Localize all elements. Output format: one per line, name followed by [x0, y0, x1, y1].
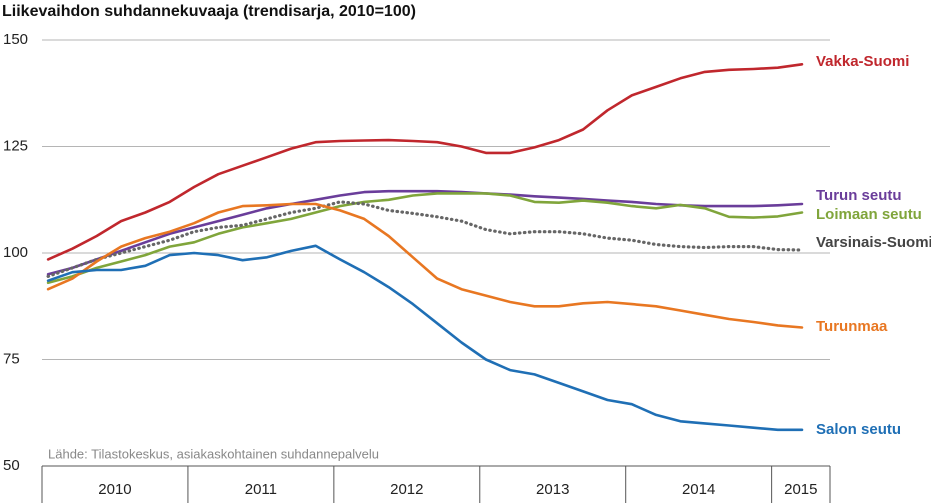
- y-tick-label: 50: [3, 457, 20, 474]
- x-tick-label: 2014: [682, 481, 715, 498]
- series-line: [46, 192, 804, 285]
- series-line: [46, 244, 804, 432]
- series-label: Salon seutu: [816, 421, 901, 438]
- x-tick-label: 2011: [245, 481, 277, 498]
- series-label: Vakka-Suomi: [816, 53, 909, 70]
- x-tick-label: 2010: [98, 481, 131, 498]
- x-tick-label: 2015: [784, 481, 817, 498]
- x-tick-label: 2012: [390, 481, 423, 498]
- series-label: Turunmaa: [816, 318, 888, 335]
- series-line: [46, 63, 804, 261]
- y-tick-label: 125: [3, 137, 28, 154]
- series-label: Varsinais-Suomi: [816, 234, 931, 251]
- series-label: Turun seutu: [816, 187, 902, 204]
- series-line: [46, 202, 804, 329]
- series-label: Loimaan seutu: [816, 206, 922, 223]
- y-tick-label: 100: [3, 244, 28, 261]
- series-line: [46, 200, 804, 278]
- chart-title: Liikevaihdon suhdannekuvaaja (trendisarj…: [2, 3, 416, 20]
- x-tick-label: 2013: [536, 481, 569, 498]
- source-note: Lähde: Tilastokeskus, asiakaskohtainen s…: [48, 446, 379, 461]
- y-tick-label: 150: [3, 31, 28, 48]
- y-tick-label: 75: [3, 350, 20, 367]
